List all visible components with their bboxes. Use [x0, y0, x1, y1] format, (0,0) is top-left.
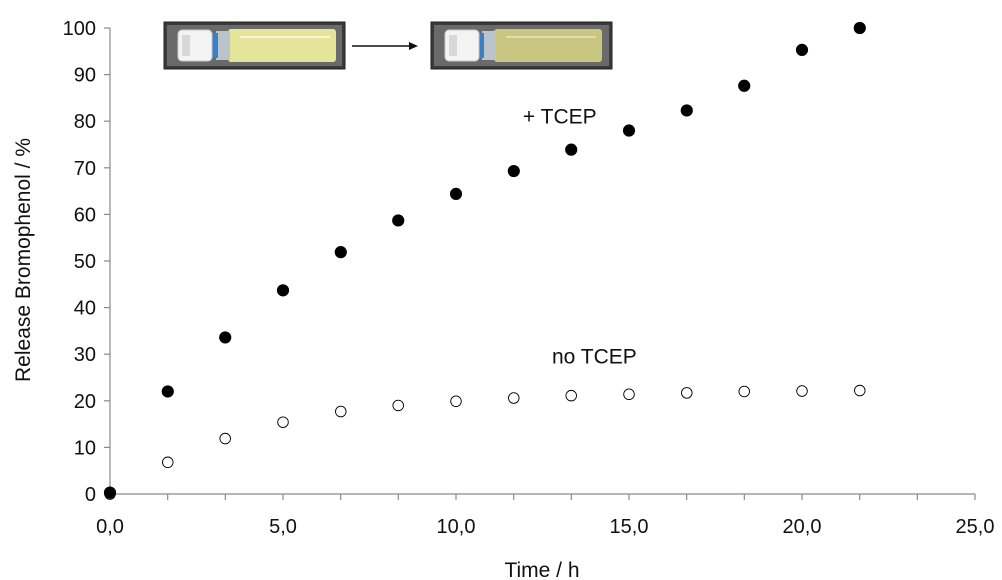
point-tcep — [449, 187, 463, 200]
y-tick-label: 70 — [74, 158, 96, 180]
vial-after-liquid — [494, 29, 602, 62]
vial-after-photo — [430, 21, 613, 70]
point-no-tcep — [392, 399, 404, 412]
x-tick-label: 20,0 — [783, 516, 822, 538]
point-no-tcep — [450, 395, 462, 408]
point-tcep — [334, 246, 347, 259]
point-no-tcep — [508, 392, 520, 404]
point-no-tcep — [565, 389, 577, 402]
x-axis-title: Time / h — [504, 559, 579, 580]
y-axis-title: Release Bromophenol / % — [12, 138, 35, 382]
point-tcep — [219, 331, 232, 344]
y-tick-label: 30 — [74, 344, 96, 366]
series-no-tcep — [104, 384, 866, 500]
point-no-tcep — [854, 384, 866, 397]
point-no-tcep — [162, 456, 174, 469]
point-tcep — [276, 284, 290, 297]
point-no-tcep — [277, 416, 289, 428]
point-tcep — [392, 214, 405, 227]
point-tcep — [565, 143, 578, 156]
y-tick-label: 10 — [74, 437, 96, 459]
point-tcep — [853, 21, 866, 35]
y-tick-label: 100 — [63, 18, 96, 40]
series-layer — [103, 21, 866, 500]
y-tick-label: 80 — [74, 111, 96, 133]
y-tick-label: 60 — [74, 204, 96, 226]
point-no-tcep — [335, 405, 347, 418]
x-tick-label: 0,0 — [96, 516, 124, 538]
y-tick-label: 90 — [74, 65, 96, 87]
point-tcep — [103, 486, 117, 499]
point-tcep — [680, 104, 693, 117]
point-tcep — [622, 124, 636, 137]
point-no-tcep — [623, 388, 635, 401]
y-tick-label: 40 — [74, 298, 96, 320]
x-axis-tick-labels: 0,0 5,0 10,0 15,0 20,0 25,0 — [96, 516, 994, 538]
point-no-tcep — [796, 385, 808, 397]
x-tick-label: 15,0 — [610, 516, 649, 538]
x-tick-label: 25,0 — [956, 516, 995, 538]
point-tcep — [507, 164, 520, 178]
y-tick-label: 20 — [74, 391, 96, 413]
x-tick-label: 10,0 — [437, 516, 476, 538]
annotation-tcep: + TCEP — [523, 106, 597, 129]
y-tick-label: 50 — [74, 251, 96, 273]
transition-arrow — [352, 42, 418, 50]
point-no-tcep — [738, 385, 750, 398]
series-tcep — [103, 21, 866, 499]
point-no-tcep — [219, 432, 231, 445]
annotation-no-tcep: no TCEP — [552, 346, 637, 369]
x-tick-label: 5,0 — [269, 516, 297, 538]
y-axis-ticks — [104, 27, 110, 495]
point-tcep — [161, 385, 174, 398]
point-tcep — [738, 79, 751, 92]
y-axis-tick-labels: 0 10 20 30 40 50 60 70 80 90 100 — [63, 18, 96, 506]
vial-before-liquid — [228, 29, 336, 62]
x-axis-ticks — [109, 494, 976, 500]
point-tcep — [795, 43, 809, 57]
vial-before-photo — [163, 21, 346, 70]
y-tick-label: 0 — [85, 484, 96, 506]
point-no-tcep — [681, 387, 693, 399]
